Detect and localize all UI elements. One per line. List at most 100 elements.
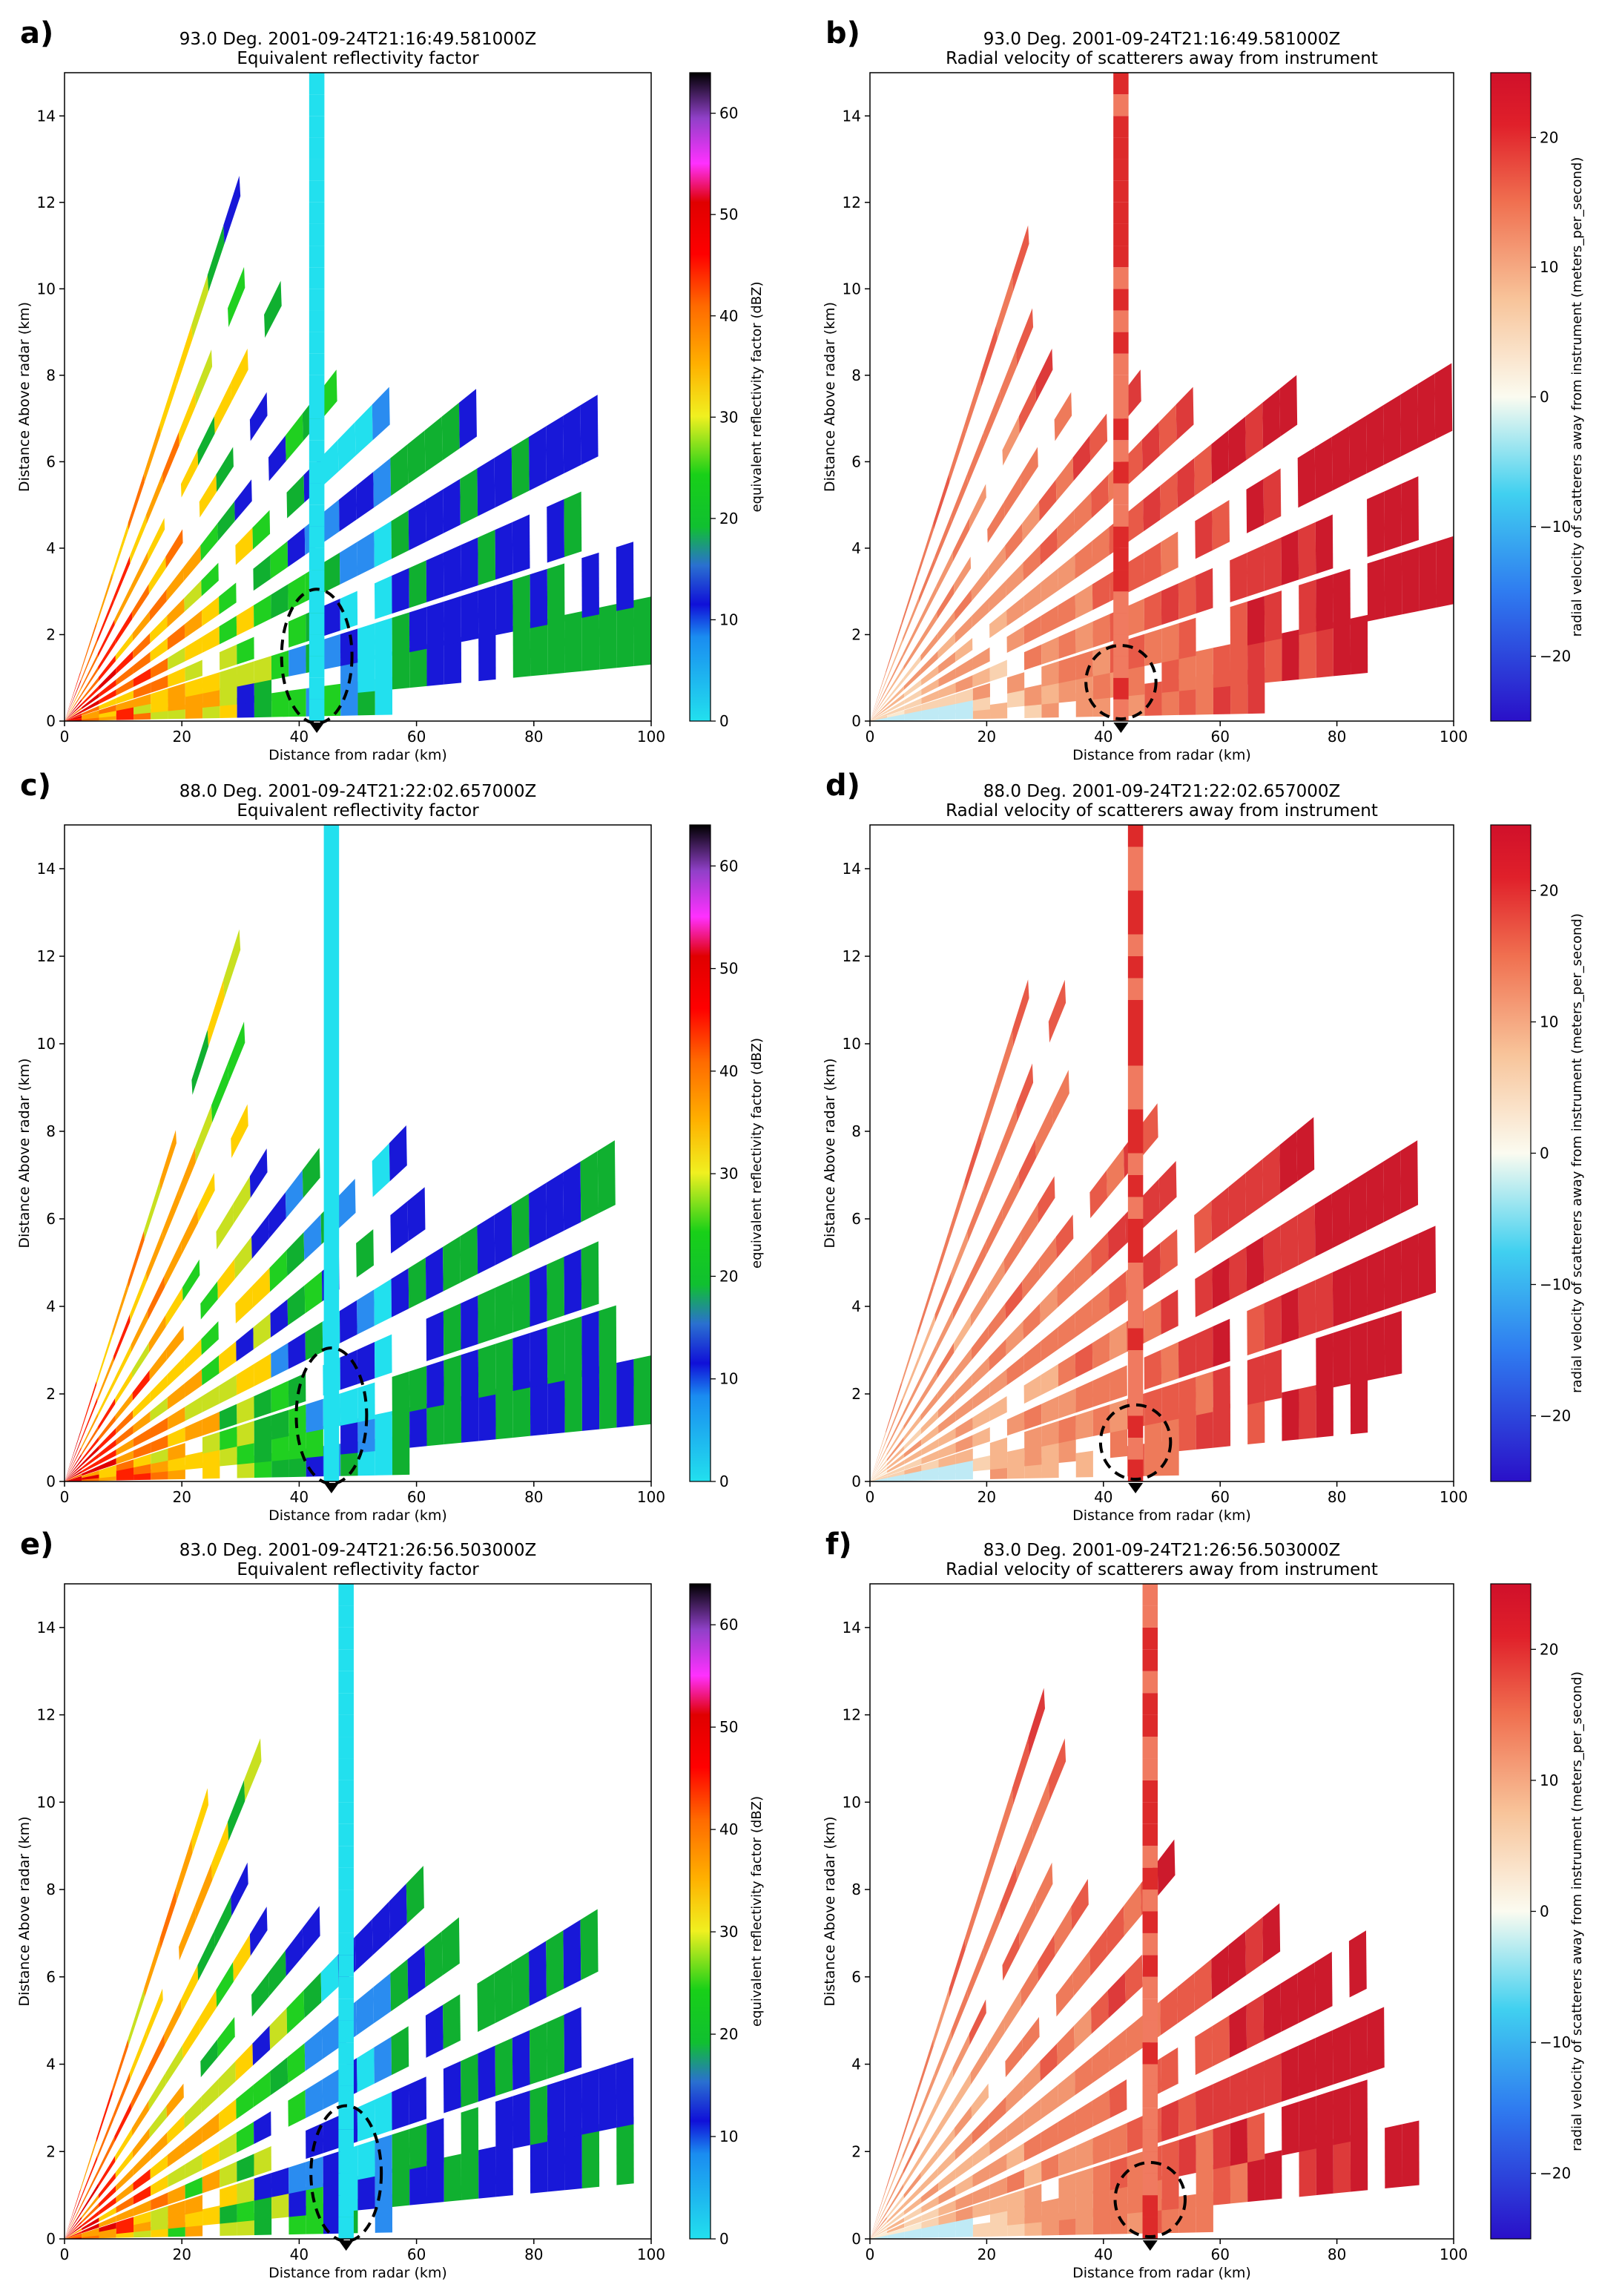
- radar-gate: [237, 637, 254, 665]
- radar-gate: [99, 689, 116, 704]
- radar-gate: [1057, 1267, 1075, 1308]
- radar-gate: [340, 1349, 358, 1390]
- radar-gate: [921, 2217, 939, 2228]
- radar-gate: [271, 584, 289, 619]
- storm-column-cell: [309, 180, 325, 203]
- radar-gate: [1054, 1907, 1072, 1956]
- radar-gate: [886, 2170, 903, 2207]
- radar-gate: [148, 556, 166, 594]
- radar-gate: [1348, 1172, 1367, 1240]
- radar-gate: [254, 656, 272, 684]
- radar-gate: [375, 2134, 392, 2177]
- radar-gate: [82, 2223, 99, 2234]
- x-tick-label: 20: [977, 2246, 996, 2263]
- radar-gate: [1000, 349, 1018, 407]
- radar-gate: [184, 2127, 202, 2155]
- radar-gate: [220, 644, 237, 671]
- storm-column-cell: [309, 440, 325, 462]
- radar-gate: [167, 598, 185, 628]
- radar-gate: [144, 1180, 161, 1240]
- storm-column-cell: [1127, 1438, 1144, 1460]
- radar-gate: [211, 1821, 229, 1881]
- radar-gate: [1178, 576, 1196, 619]
- radar-gate: [599, 604, 617, 670]
- storm-column-cell: [338, 2173, 354, 2196]
- colorbar-tick-label: 60: [719, 857, 738, 875]
- storm-column-cell: [1127, 978, 1144, 1000]
- radar-gate: [357, 2172, 375, 2211]
- radar-gate: [195, 1105, 213, 1162]
- radar-gate: [285, 1928, 303, 1976]
- radar-gate: [149, 2105, 167, 2138]
- colorbar-tick-label: −20: [1540, 1407, 1571, 1425]
- radar-gate: [1109, 1271, 1127, 1314]
- radar-gate: [306, 2156, 323, 2191]
- storm-column-cell: [338, 1955, 354, 1977]
- radar-gate: [1002, 1930, 1020, 1981]
- y-tick-label: 4: [46, 539, 56, 557]
- storm-column-cell: [1142, 1780, 1158, 1803]
- radar-gate: [424, 1931, 443, 1987]
- storm-column-cell: [309, 634, 325, 657]
- radar-gate: [235, 2043, 253, 2082]
- radar-gate: [116, 1438, 133, 1456]
- colorbar-tick-label: 10: [1540, 1013, 1558, 1031]
- radar-gate: [99, 2197, 116, 2215]
- colorbar-tick-label: 0: [719, 2230, 729, 2248]
- storm-column-cell: [323, 825, 340, 847]
- panel-d: d) 88.0 Deg. 2001-09-24T21:22:02.657000ZR…: [822, 769, 1585, 1524]
- radar-gate: [1195, 1268, 1213, 1318]
- radar-gate: [1040, 1285, 1058, 1324]
- radar-gate: [1211, 1187, 1229, 1242]
- radar-gate: [116, 2168, 133, 2192]
- radar-gate: [949, 1180, 966, 1240]
- storm-column-cell: [309, 570, 325, 592]
- radar-gate: [1230, 2118, 1248, 2166]
- radar-gate: [286, 1231, 305, 1277]
- radar-gate: [97, 597, 114, 642]
- radar-gate: [1264, 537, 1282, 591]
- radar-gate: [253, 555, 271, 591]
- radar-gate: [81, 2155, 98, 2200]
- radar-gate: [231, 348, 248, 402]
- radar-gate: [289, 2162, 306, 2194]
- storm-column-cell: [309, 202, 325, 224]
- radar-gate: [933, 473, 950, 530]
- radar-gate: [322, 552, 340, 593]
- radar-gate: [97, 2114, 114, 2160]
- radar-gate: [477, 1973, 495, 2032]
- radar-gate: [150, 1417, 168, 1438]
- radar-gate: [887, 2228, 905, 2236]
- radar-gate: [146, 1988, 163, 2040]
- radar-gate: [1006, 626, 1024, 653]
- radar-gate: [1299, 2096, 1316, 2152]
- radar-gate: [1058, 2145, 1076, 2177]
- storm-column-cell: [1113, 159, 1129, 181]
- radar-gate: [920, 2128, 937, 2162]
- radar-gate: [201, 562, 219, 596]
- radar-gate: [1038, 479, 1057, 522]
- radar-gate: [1264, 591, 1282, 642]
- x-tick-label: 60: [407, 728, 426, 746]
- radar-gate: [1247, 2154, 1265, 2203]
- storm-column-cell: [1113, 267, 1129, 289]
- radar-gate: [564, 2128, 582, 2191]
- radar-gate: [303, 1214, 322, 1260]
- radar-gate: [616, 600, 634, 668]
- radar-gate: [989, 2209, 1008, 2228]
- data-layer: [65, 825, 651, 1481]
- radar-gate: [184, 1369, 202, 1398]
- radar-gate: [887, 2223, 905, 2234]
- radar-gate: [954, 2105, 972, 2138]
- radar-gate: [987, 2017, 1005, 2059]
- radar-gate: [920, 1370, 937, 1404]
- radar-gate: [1040, 2043, 1058, 2082]
- radar-gate: [1041, 1327, 1058, 1362]
- storm-column-cell: [323, 956, 340, 978]
- radar-gate: [220, 666, 237, 691]
- radar-gate: [989, 1396, 1007, 1421]
- storm-column-cell: [1113, 677, 1129, 700]
- storm-column-cell: [323, 1153, 340, 1175]
- radar-gate: [323, 683, 341, 717]
- radar-gate: [219, 2099, 237, 2131]
